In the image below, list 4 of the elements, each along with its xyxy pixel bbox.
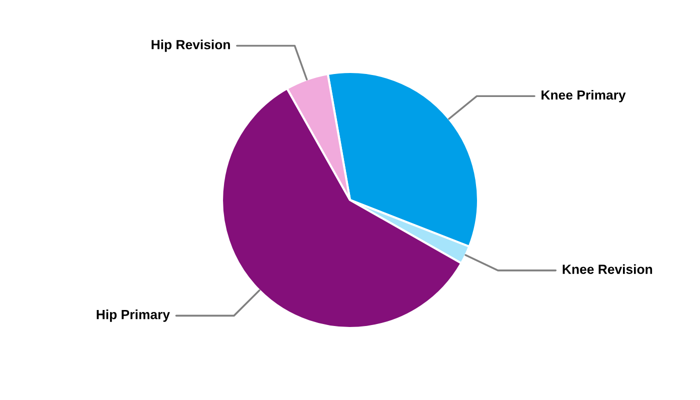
slice-label: Knee Primary <box>542 90 626 102</box>
slice-label: Hip Revision <box>152 40 230 52</box>
slice-label: Hip Primary <box>96 310 170 322</box>
slice-label: Knee Revision <box>562 264 652 274</box>
